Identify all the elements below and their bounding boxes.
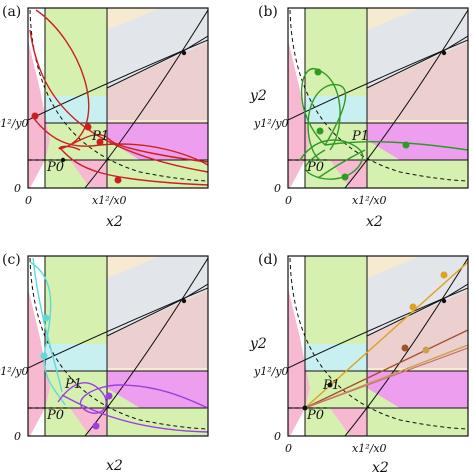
panel-b-ylabel: y2 bbox=[249, 88, 267, 104]
panel-c-frame bbox=[27, 255, 209, 437]
panel-a-xlabel: x2 bbox=[106, 214, 123, 230]
panel-c: (c) y1²/y0 0 x2 P1 P0 bbox=[0, 252, 209, 474]
panel-c-point bbox=[42, 314, 50, 322]
panel-a-p1: P1 bbox=[91, 129, 109, 144]
panel-c-point bbox=[105, 392, 113, 400]
panel-b-xlabel: x2 bbox=[366, 214, 383, 230]
panel-a-point bbox=[96, 138, 104, 146]
panel-b: (b) y2 y1²/y0 0 0 x1²/x0 x2 P1 P0 bbox=[249, 4, 469, 230]
panel-b-zero-x: 0 bbox=[285, 194, 292, 207]
panel-d-point bbox=[422, 346, 430, 354]
panel-a-point bbox=[84, 123, 92, 131]
panel-d-point bbox=[401, 344, 409, 352]
panel-a-zero-x: 0 bbox=[25, 194, 32, 207]
panel-c-p0: P0 bbox=[46, 408, 64, 423]
panel-b-label: (b) bbox=[258, 4, 278, 20]
panel-d-xtick: x1²/x0 bbox=[352, 442, 387, 455]
panel-a: (a) y1²/y0 0 0 x1²/x0 x2 P1 P0 bbox=[0, 4, 209, 230]
panel-c-zero-y: 0 bbox=[14, 430, 21, 443]
panel-a-xtick: x1²/x0 bbox=[92, 194, 127, 207]
panel-a-ytick: y1²/y0 bbox=[0, 117, 29, 130]
panel-d-p0: P0 bbox=[306, 408, 324, 423]
panel-d-point bbox=[409, 303, 417, 311]
panel-d-zero-y: 0 bbox=[274, 430, 281, 443]
panel-d-ylabel: y2 bbox=[249, 336, 267, 352]
panel-d-p1: P1 bbox=[322, 378, 340, 393]
panel-b-regions bbox=[288, 8, 468, 188]
panel-c-ytick: y1²/y0 bbox=[0, 365, 29, 378]
panel-b-p0: P0 bbox=[306, 160, 324, 175]
panel-d-point bbox=[440, 271, 448, 279]
panel-c-point bbox=[92, 422, 100, 430]
panel-d-frame bbox=[287, 255, 469, 437]
panel-d-zero-x: 0 bbox=[285, 442, 292, 455]
panel-b-zero-y: 0 bbox=[274, 182, 281, 195]
panel-b-point bbox=[314, 68, 322, 76]
panel-b-frame bbox=[287, 7, 469, 189]
panel-c-xlabel: x2 bbox=[106, 458, 123, 474]
panel-c-regions bbox=[28, 256, 208, 436]
panel-a-intersection bbox=[181, 50, 187, 56]
panel-b-p1: P1 bbox=[351, 129, 369, 144]
panel-c-p1: P1 bbox=[64, 377, 82, 392]
panel-b-ytick: y1²/y0 bbox=[253, 117, 289, 130]
panel-b-point bbox=[341, 173, 349, 181]
panel-a-zero-y: 0 bbox=[14, 182, 21, 195]
panel-d-p0-point bbox=[302, 405, 308, 411]
panel-a-point bbox=[31, 112, 39, 120]
panel-b-intersection bbox=[441, 50, 447, 56]
panel-a-frame bbox=[27, 7, 209, 189]
panel-b-point bbox=[402, 141, 410, 149]
panel-b-point bbox=[316, 127, 324, 135]
panel-c-intersection bbox=[181, 298, 187, 304]
panel-d: (d) y2 y1²/y0 0 0 x1²/x0 x2 P1 P0 bbox=[249, 252, 469, 474]
panel-a-p0: P0 bbox=[46, 160, 64, 175]
panel-b-xtick: x1²/x0 bbox=[352, 194, 387, 207]
panel-a-p0-point bbox=[60, 157, 66, 163]
panel-a-point bbox=[114, 176, 122, 184]
panel-d-xlabel: x2 bbox=[372, 460, 389, 474]
panel-d-intersection bbox=[441, 298, 447, 304]
panel-a-label: (a) bbox=[2, 4, 21, 20]
panel-d-regions bbox=[288, 256, 468, 436]
panel-d-p1-point bbox=[327, 382, 333, 388]
panel-c-label: (c) bbox=[2, 252, 21, 268]
panel-d-ytick: y1²/y0 bbox=[253, 365, 289, 378]
panel-c-point bbox=[40, 352, 48, 360]
panel-d-label: (d) bbox=[258, 252, 278, 268]
panel-a-regions bbox=[28, 8, 208, 188]
